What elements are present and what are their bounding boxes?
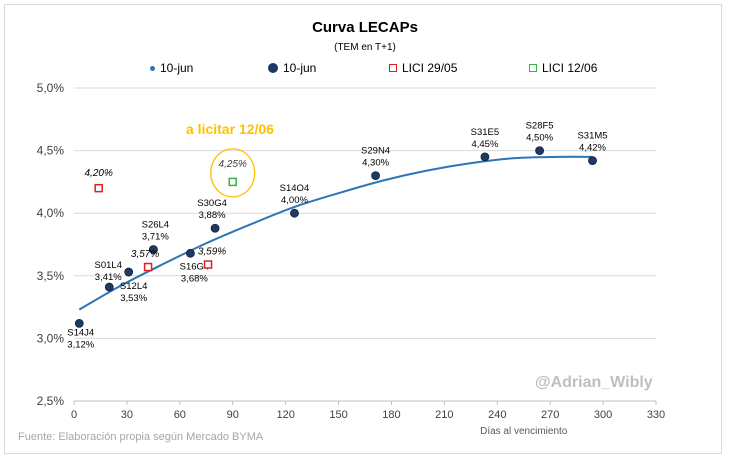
lici-2905-value-label: 3,59% (198, 247, 226, 258)
legend-lici-2905-label: LICI 29/05 (402, 61, 458, 75)
data-point-s14o4 (290, 208, 299, 218)
y-tick-label: 3,5% (37, 269, 65, 283)
data-point-s29n4 (371, 171, 380, 181)
ticker-label: S12L4 (120, 281, 147, 292)
y-tick-label: 4,5% (37, 144, 65, 158)
legend-trendline-swatch (150, 65, 155, 71)
value-label: 4,45% (471, 139, 498, 150)
legend: 10-jun 10-jun LICI 29/05 LICI 12/06 (0, 61, 730, 79)
x-tick-label: 330 (647, 409, 665, 421)
legend-item-lici-2905: LICI 29/05 (389, 61, 457, 75)
ticker-label: S29N4 (361, 146, 390, 157)
x-tick-label: 240 (488, 409, 506, 421)
legend-lici-1206-swatch (529, 64, 537, 72)
value-label: 4,50% (526, 133, 553, 144)
data-point-s26l4 (148, 245, 158, 254)
x-tick-label: 180 (382, 409, 400, 421)
x-tick-label: 150 (329, 409, 347, 421)
x-tick-label: 210 (435, 409, 453, 421)
callout-ellipse (210, 148, 256, 198)
y-tick-label: 3,0% (37, 331, 65, 345)
legend-points-label: 10-jun (283, 61, 317, 75)
legend-lici-2905-swatch (389, 64, 397, 72)
x-tick-label: 120 (276, 409, 294, 421)
x-tick-label: 300 (594, 409, 612, 421)
legend-item-trendline: 10-jun (150, 61, 193, 75)
ticker-label: S01L4 (95, 260, 122, 271)
y-tick-label: 4,0% (37, 206, 65, 220)
chart-frame (4, 4, 722, 454)
x-tick-label: 270 (541, 409, 559, 421)
x-tick-label: 30 (121, 409, 133, 421)
value-label: 4,42% (579, 143, 606, 154)
value-label: 3,12% (67, 339, 94, 350)
data-point-s28f5 (535, 146, 544, 156)
ticker-label: S14O4 (280, 183, 310, 194)
y-tick-label: 2,5% (37, 394, 65, 408)
data-point-s16g4 (185, 248, 195, 258)
ticker-label: S31M5 (577, 131, 607, 142)
trendline (78, 155, 593, 311)
value-label: 3,68% (181, 273, 208, 284)
value-label: 3,53% (120, 293, 147, 304)
x-tick-label: 90 (227, 409, 239, 421)
lici-2905-value-label: 3,57% (131, 249, 159, 260)
ticker-label: S31E5 (471, 127, 500, 138)
lici-1206-value-label: 4,25% (219, 159, 247, 170)
chart-subtitle: (TEM en T+1) (334, 42, 396, 53)
source-note: Fuente: Elaboración propia según Mercado… (18, 431, 264, 443)
ticker-label: S30G4 (197, 198, 227, 209)
x-axis-title: Días al vencimiento (480, 426, 568, 437)
watermark: @Adrian_Wibly (535, 374, 653, 391)
value-label: 4,30% (362, 158, 389, 169)
data-point-s01l4 (104, 282, 114, 292)
ticker-label: S16G4 (180, 261, 210, 272)
x-tick-label: 0 (71, 409, 77, 421)
lici-2905-value-label: 4,20% (85, 168, 113, 179)
legend-lici-1206-label: LICI 12/06 (542, 61, 598, 75)
legend-trendline-label: 10-jun (160, 61, 194, 75)
data-point-s30g4 (210, 223, 220, 233)
chart-title: Curva LECAPs (312, 19, 418, 36)
ticker-label: S14J4 (67, 327, 94, 338)
data-point-s12l4 (124, 267, 134, 277)
legend-points-swatch (268, 63, 278, 73)
legend-item-lici-1206: LICI 12/06 (529, 61, 597, 75)
value-label: 3,88% (199, 210, 226, 221)
value-label: 3,41% (95, 272, 122, 283)
callout-label: a licitar 12/06 (186, 121, 274, 137)
lici-2905-point (203, 260, 213, 269)
ticker-label: S28F5 (526, 121, 554, 132)
lici-2905-point (143, 262, 153, 272)
value-label: 3,71% (142, 232, 169, 243)
data-point-s14j4 (74, 318, 84, 328)
data-point-s31e5 (480, 152, 490, 162)
lici-1206-point (228, 177, 237, 187)
legend-item-points: 10-jun (268, 61, 316, 75)
ticker-label: S26L4 (142, 220, 169, 231)
x-tick-label: 60 (174, 409, 186, 421)
value-label: 4,00% (281, 195, 308, 206)
data-point-s31m5 (588, 156, 597, 166)
lici-2905-point (94, 183, 103, 193)
y-tick-label: 5,0% (37, 81, 65, 95)
